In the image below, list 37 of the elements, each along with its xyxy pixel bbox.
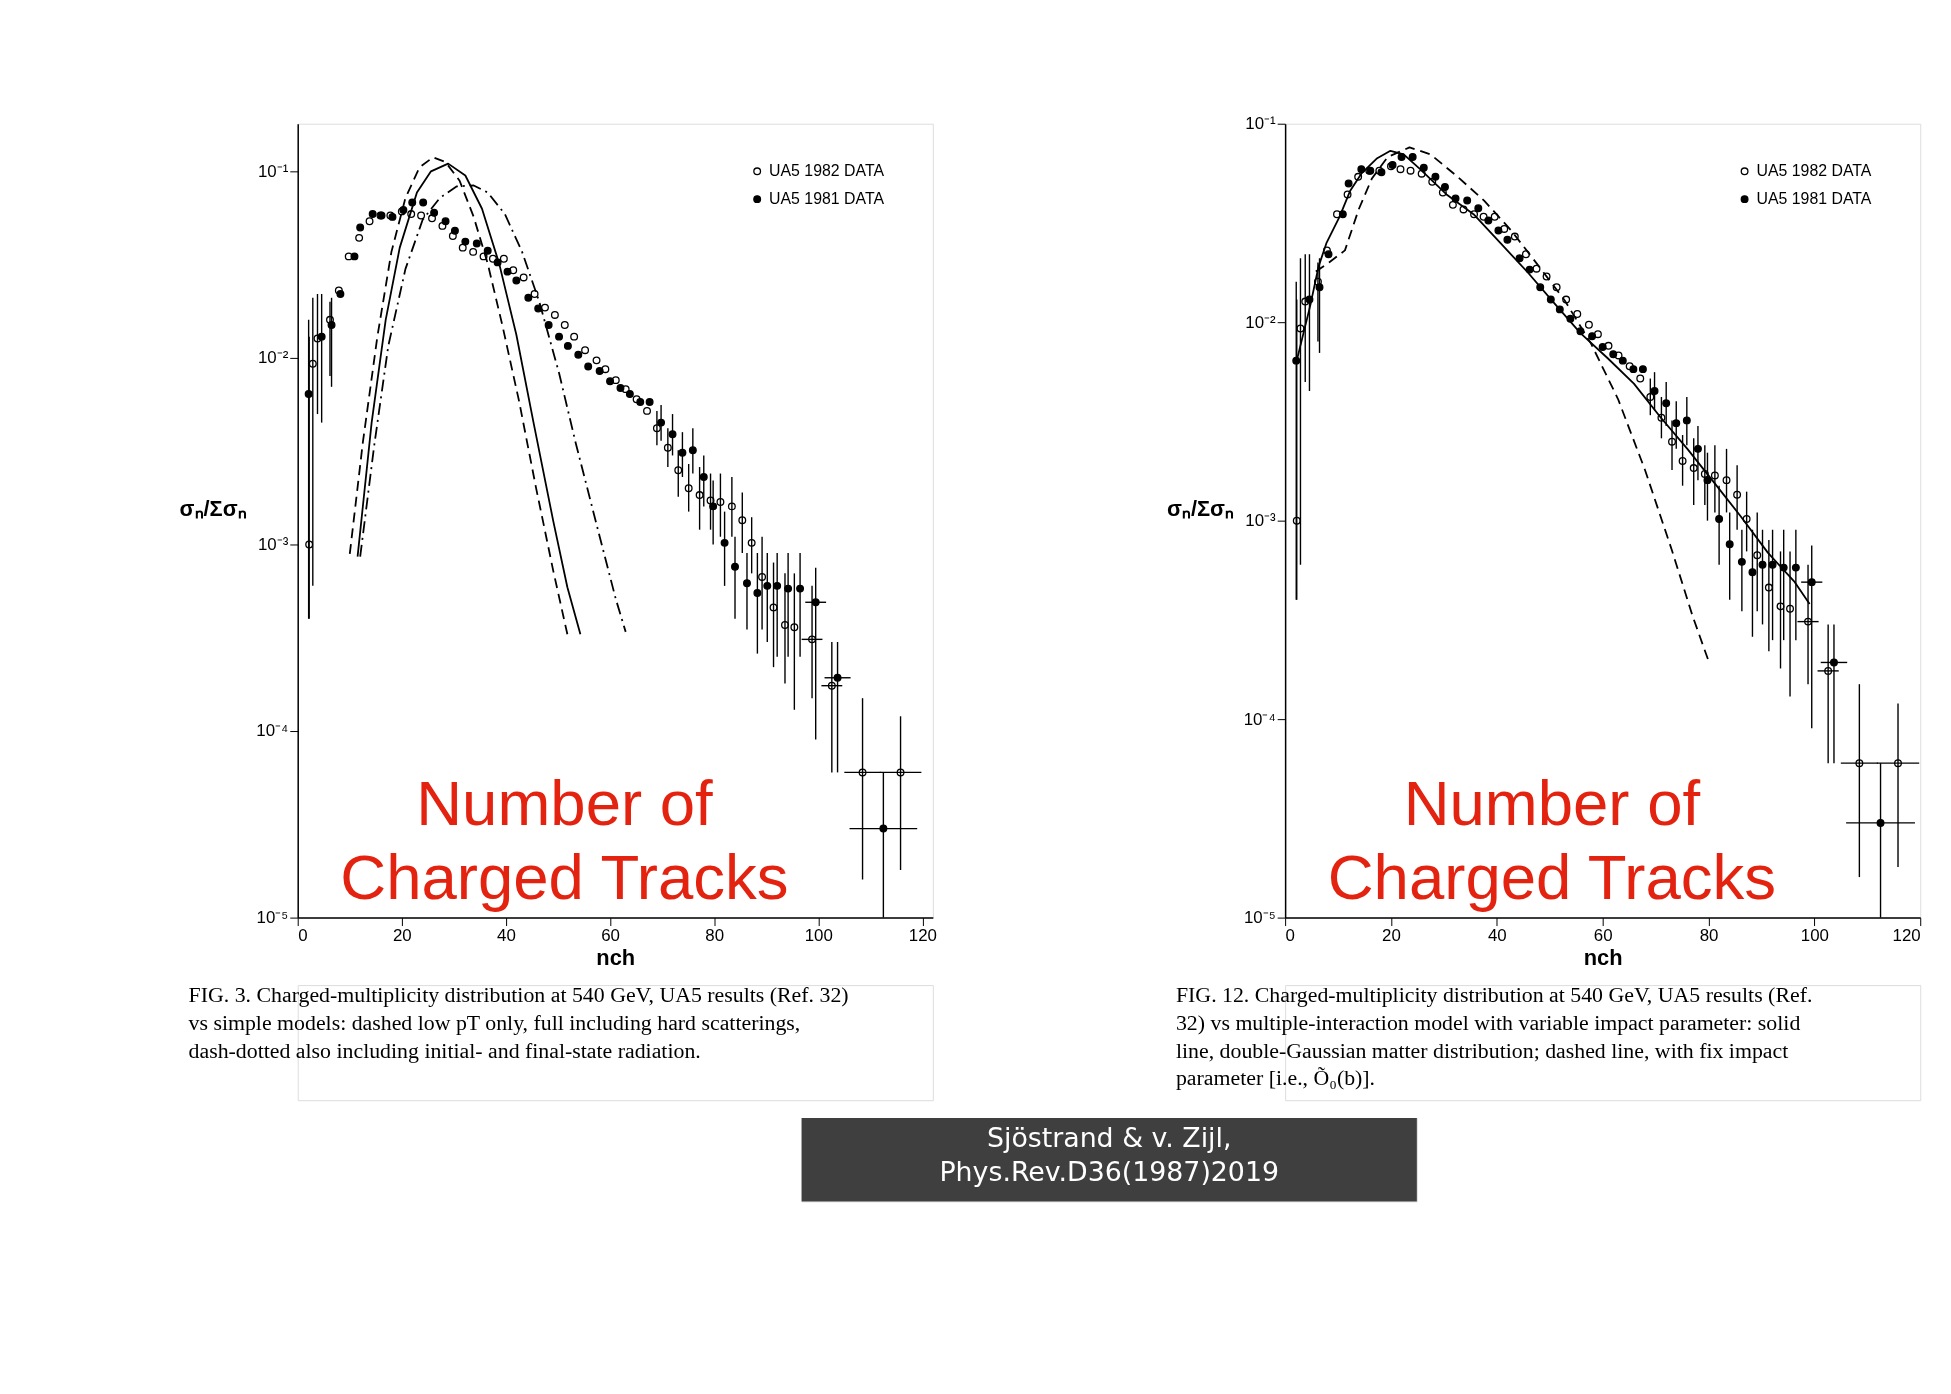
x-tick-label: 80: [705, 925, 725, 945]
annotation: Number of Charged Tracks: [1327, 768, 1776, 912]
x-tick-label: 0: [298, 925, 308, 945]
legend-label: UA5 1982 DATA: [1756, 162, 1872, 180]
legend-label: UA5 1981 DATA: [1756, 190, 1872, 208]
y-tick-label: 10⁻⁴: [1243, 709, 1276, 729]
caption: FIG. 12. Charged-multiplicity distribution at 540 GeV, UA5 results (Ref. 32) vs multiple-interaction model with variable impact parameter: solid line, double-Gaussian matter distribution; dashed line, with fix impact parameter [i.e., Õ₀(b)].: [1175, 982, 1813, 1091]
y-tick-label: 10⁻²: [1245, 312, 1277, 332]
y-tick-label: 10⁻¹: [257, 161, 289, 181]
y-tick-label: 10⁻⁵: [256, 908, 289, 928]
x-tick-label: 120: [1892, 925, 1921, 945]
x-axis-title: nch: [596, 944, 636, 970]
y-axis-title: σₙ/Σσₙ: [1166, 496, 1235, 522]
x-tick-label: 100: [1800, 925, 1829, 945]
y-tick-label: 10⁻³: [1245, 511, 1277, 531]
y-axis-title: σₙ/Σσₙ: [179, 496, 247, 522]
x-tick-label: 100: [804, 925, 833, 945]
x-tick-label: 40: [497, 925, 516, 945]
y-tick-label: 10⁻³: [257, 534, 289, 554]
y-tick-label: 10⁻⁵: [1243, 908, 1276, 928]
x-tick-label: 80: [1699, 925, 1719, 945]
x-tick-label: 60: [601, 925, 620, 945]
x-tick-label: 20: [392, 925, 412, 945]
annotation: Number of Charged Tracks: [340, 768, 789, 912]
text: Sjöstrand & v. Zijl, Phys.Rev.D36(1987)2019: [939, 1121, 1279, 1187]
x-tick-label: 120: [908, 925, 937, 945]
legend-label: UA5 1982 DATA: [769, 162, 885, 180]
x-tick-label: 40: [1487, 925, 1507, 945]
legend-label: UA5 1981 DATA: [769, 190, 885, 208]
caption: FIG. 3. Charged-multiplicity distribution at 540 GeV, UA5 results (Ref. 32) vs simple models: dashed low pT only, full including hard scatterings, dash-dotted also including initial- and final-state radiation.: [188, 982, 849, 1063]
y-tick-label: 10⁻¹: [1245, 114, 1277, 134]
x-tick-label: 0: [1285, 925, 1296, 945]
x-tick-label: 60: [1593, 925, 1613, 945]
x-axis-title: nch: [1583, 944, 1623, 970]
y-tick-label: 10⁻⁴: [256, 721, 289, 741]
y-tick-label: 10⁻²: [257, 348, 289, 368]
x-tick-label: 20: [1382, 925, 1401, 945]
